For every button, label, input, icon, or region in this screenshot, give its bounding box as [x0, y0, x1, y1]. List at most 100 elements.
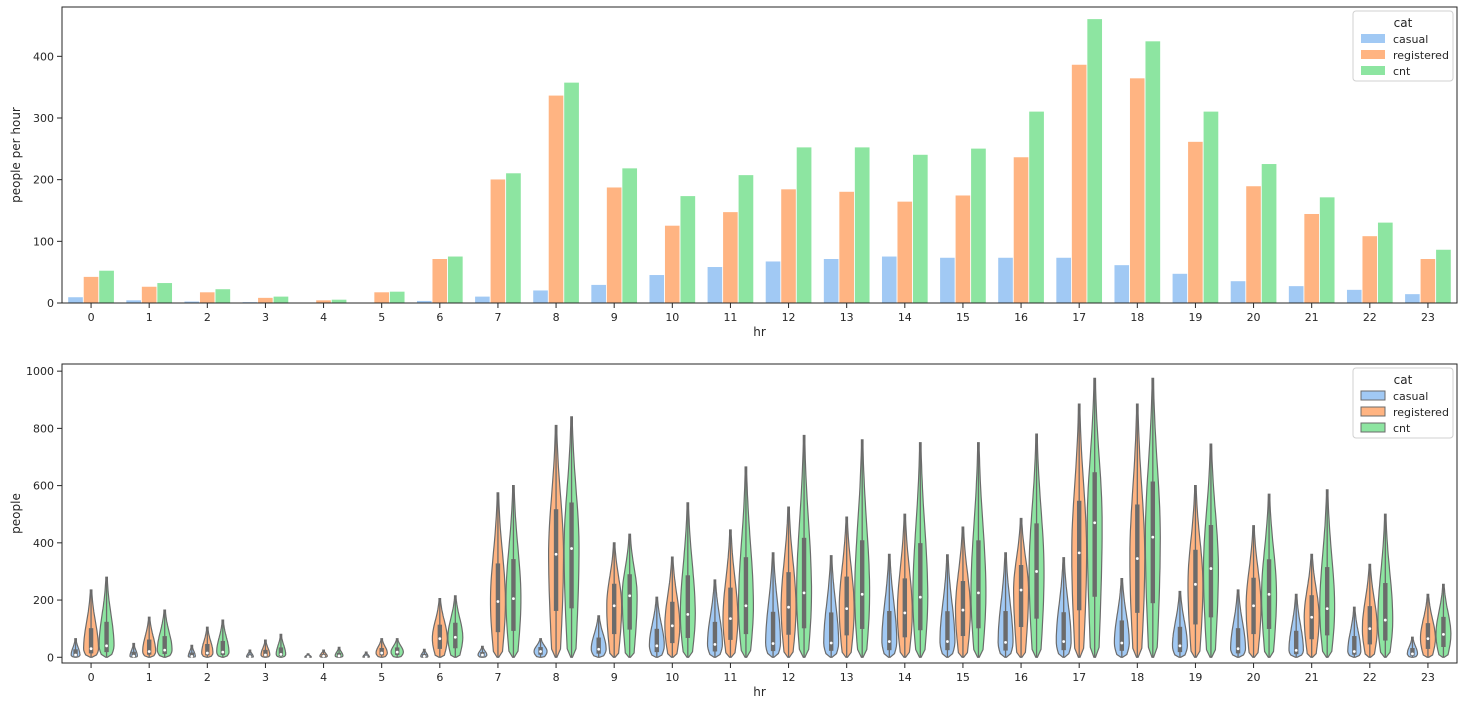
bar-registered — [1303, 213, 1320, 304]
violin-chart-legend: cat casual registered cnt — [1352, 367, 1454, 439]
bar-casual — [1404, 293, 1421, 304]
violin-box-casual — [828, 612, 834, 651]
bar-registered — [722, 211, 739, 304]
violin-box-casual — [1293, 630, 1299, 655]
bar-cnt — [1260, 163, 1278, 304]
violin-box-cnt — [162, 636, 167, 655]
y-tick-label: 400 — [33, 50, 54, 63]
x-tick-label: 17 — [1072, 311, 1086, 324]
bar-registered — [1129, 77, 1146, 304]
violin-median-registered — [89, 647, 93, 651]
x-tick-label: 13 — [840, 671, 854, 684]
violin-median-casual — [539, 650, 542, 653]
violin-median-cnt — [1093, 521, 1097, 525]
x-tick-label: 2 — [204, 671, 211, 684]
violin-median-cnt — [802, 591, 806, 595]
x-tick-label: 15 — [956, 311, 970, 324]
bar-cnt — [1377, 221, 1394, 304]
bar-registered — [257, 297, 274, 304]
x-tick-label: 18 — [1130, 311, 1144, 324]
violin-box-casual — [73, 649, 78, 657]
violin-chart-x-axis-label: hr — [753, 685, 766, 699]
violin-box-registered — [960, 581, 966, 637]
violin-median-cnt — [453, 635, 457, 639]
violin-median-casual — [190, 655, 194, 658]
x-tick-label: 12 — [782, 671, 796, 684]
legend-label-cnt: cnt — [1393, 422, 1411, 435]
violin-median-cnt — [1209, 567, 1213, 570]
legend-box — [1352, 367, 1454, 439]
x-tick-label: 7 — [494, 311, 501, 324]
y-tick-label: 0 — [47, 297, 54, 310]
bar-cnt — [970, 147, 987, 304]
violin-box-casual — [770, 611, 776, 652]
bar-casual — [881, 255, 898, 304]
legend-swatch-cnt — [1361, 66, 1385, 75]
bar-chart-x-axis-label: hr — [753, 325, 766, 339]
violin-box-cnt — [1208, 525, 1214, 618]
x-tick-label: 6 — [436, 671, 443, 684]
violin-median-cnt — [918, 595, 922, 599]
violin-box-casual — [1235, 628, 1241, 654]
violin-box-casual — [596, 637, 601, 654]
x-tick-label: 14 — [898, 311, 912, 324]
violin-median-registered — [554, 552, 558, 556]
violin-median-casual — [1178, 644, 1182, 648]
violin-median-casual — [771, 642, 775, 645]
violin-median-registered — [1194, 582, 1197, 586]
x-tick-label: 4 — [320, 311, 327, 324]
bar-cnt — [679, 195, 696, 304]
violin-box-casual — [189, 652, 195, 657]
violin-box-casual — [654, 628, 660, 653]
violin-box-registered — [670, 601, 675, 644]
violin-box-cnt — [1324, 567, 1330, 636]
bar-casual — [1055, 256, 1072, 304]
bar-registered — [780, 188, 797, 304]
bar-cnt — [98, 269, 115, 304]
x-tick-label: 8 — [553, 311, 560, 324]
legend-box — [1352, 10, 1454, 82]
violin-median-casual — [1236, 647, 1240, 651]
bar-registered — [431, 258, 448, 304]
bar-registered — [896, 200, 913, 304]
x-tick-label: 22 — [1363, 671, 1377, 684]
violin-box-cnt — [453, 622, 458, 649]
violin-median-registered — [205, 651, 209, 655]
x-tick-label: 21 — [1305, 671, 1319, 684]
violin-box-registered — [611, 583, 617, 635]
violin-median-cnt — [628, 594, 632, 598]
violin-median-cnt — [977, 591, 980, 595]
bar-cnt — [214, 288, 231, 304]
x-tick-label: 3 — [262, 671, 269, 684]
legend-title: cat — [1394, 373, 1413, 387]
x-tick-label: 11 — [723, 671, 737, 684]
violin-median-casual — [481, 653, 484, 657]
violin-box-registered — [844, 576, 849, 636]
violin-median-cnt — [279, 653, 283, 656]
violin-median-cnt — [1267, 592, 1271, 596]
bar-registered — [1071, 63, 1088, 304]
bar-cnt — [447, 255, 464, 304]
violin-median-cnt — [512, 597, 515, 601]
bar-registered — [82, 276, 100, 304]
x-tick-label: 19 — [1188, 311, 1202, 324]
x-tick-label: 7 — [494, 671, 501, 684]
bar-cnt — [854, 146, 871, 304]
violin-box-casual — [1177, 626, 1183, 653]
violin-box-cnt — [801, 537, 807, 629]
violin-median-registered — [845, 607, 849, 611]
bar-registered — [1187, 141, 1204, 304]
violin-median-registered — [438, 637, 442, 641]
legend-swatch-casual — [1361, 34, 1385, 43]
violin-box-cnt — [976, 540, 981, 629]
bar-casual — [1288, 285, 1305, 304]
violin-median-registered — [496, 600, 500, 603]
violin-box-cnt — [104, 621, 109, 653]
violin-box-registered — [263, 649, 268, 657]
violin-median-registered — [729, 617, 732, 621]
x-tick-label: 10 — [665, 311, 679, 324]
y-tick-label: 400 — [33, 537, 54, 550]
violin-box-cnt — [1383, 583, 1388, 641]
violin-median-registered — [147, 650, 151, 653]
x-tick-label: 3 — [262, 311, 269, 324]
